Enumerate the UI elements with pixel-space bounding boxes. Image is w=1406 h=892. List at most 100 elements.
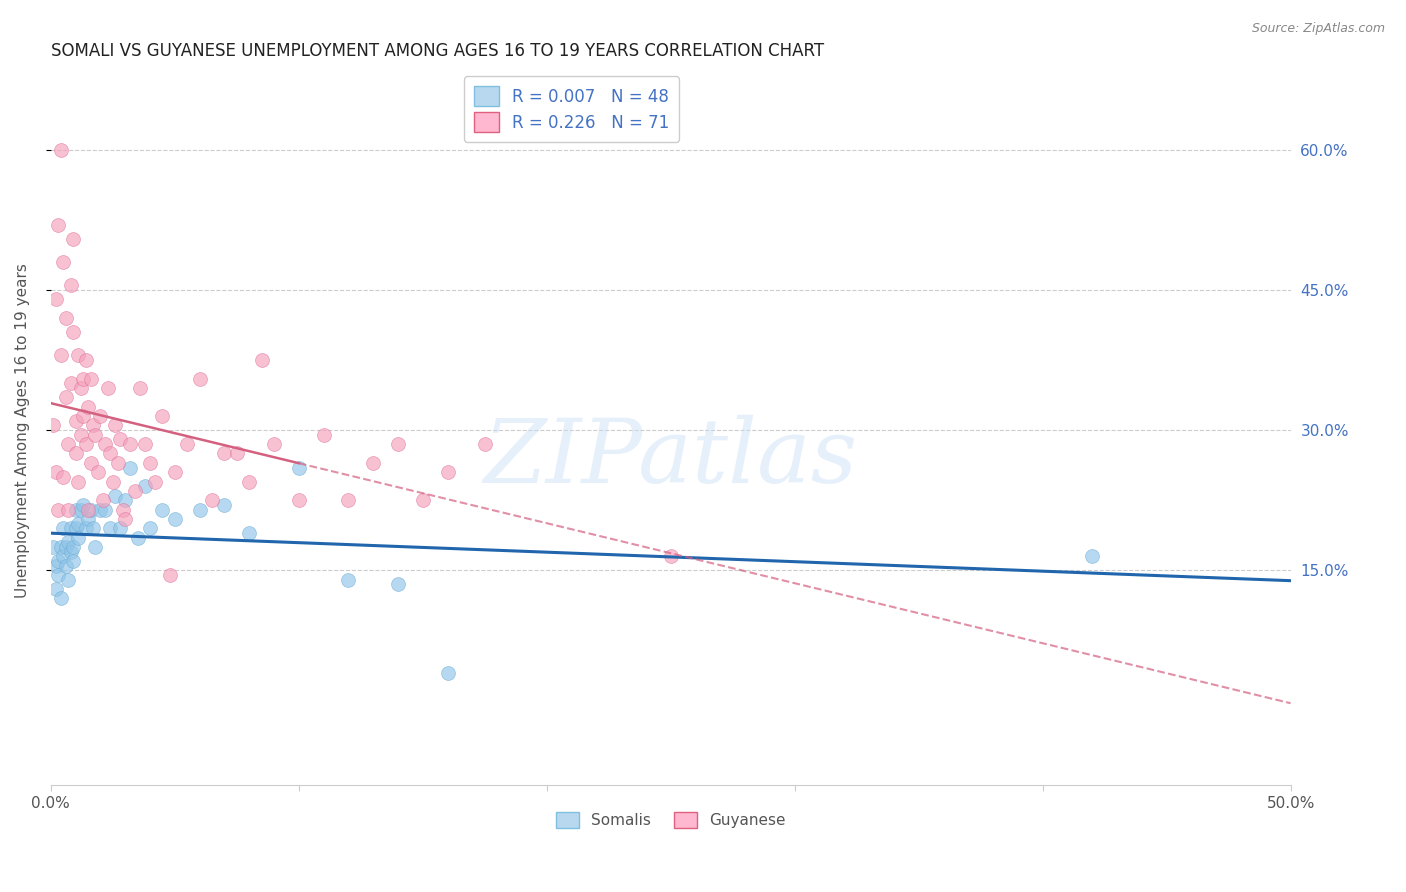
Point: [42, 540, 65, 554]
Point: [56, 437, 79, 451]
Point: [91, 493, 114, 508]
Point: [89, 502, 111, 516]
Point: [55, 558, 77, 573]
Point: [72, 409, 94, 424]
Point: [288, 493, 311, 508]
Point: [45, 558, 67, 573]
Point: [312, 427, 335, 442]
Point: [176, 437, 198, 451]
Point: [52, 470, 75, 484]
Point: [104, 489, 127, 503]
Point: [59, 376, 82, 391]
Point: [55, 540, 77, 554]
Point: [114, 512, 136, 526]
Point: [62, 540, 84, 554]
Point: [67, 531, 90, 545]
Point: [659, 549, 682, 564]
Point: [124, 483, 146, 498]
Point: [98, 521, 121, 535]
Point: [82, 418, 104, 433]
Point: [59, 544, 82, 558]
Point: [59, 521, 82, 535]
Point: [188, 502, 211, 516]
Point: [129, 381, 152, 395]
Point: [387, 577, 409, 591]
Point: [55, 311, 77, 326]
Point: [77, 512, 100, 526]
Point: [67, 516, 90, 531]
Text: ZIPatlas: ZIPatlas: [484, 415, 858, 502]
Point: [94, 437, 117, 451]
Point: [159, 568, 181, 582]
Point: [288, 460, 311, 475]
Point: [56, 535, 79, 549]
Point: [72, 498, 94, 512]
Point: [45, 465, 67, 479]
Point: [98, 446, 121, 460]
Point: [59, 278, 82, 293]
Point: [139, 521, 162, 535]
Point: [89, 409, 111, 424]
Point: [62, 554, 84, 568]
Point: [263, 437, 285, 451]
Point: [52, 521, 75, 535]
Point: [69, 381, 91, 395]
Point: [474, 437, 496, 451]
Point: [75, 521, 97, 535]
Point: [225, 446, 247, 460]
Point: [42, 418, 65, 433]
Point: [84, 427, 107, 442]
Point: [163, 512, 186, 526]
Point: [79, 502, 101, 516]
Point: [337, 573, 360, 587]
Point: [65, 521, 87, 535]
Point: [104, 418, 127, 433]
Point: [52, 549, 75, 564]
Point: [56, 502, 79, 516]
Point: [84, 540, 107, 554]
Point: [1081, 549, 1104, 564]
Point: [46, 568, 69, 582]
Point: [238, 525, 260, 540]
Point: [65, 414, 87, 428]
Point: [45, 293, 67, 307]
Point: [127, 531, 149, 545]
Legend: Somalis, Guyanese: Somalis, Guyanese: [550, 806, 792, 834]
Point: [52, 255, 75, 269]
Point: [412, 493, 434, 508]
Point: [82, 521, 104, 535]
Point: [152, 502, 174, 516]
Point: [87, 465, 110, 479]
Point: [77, 502, 100, 516]
Point: [56, 573, 79, 587]
Point: [49, 348, 72, 362]
Point: [75, 437, 97, 451]
Point: [387, 437, 409, 451]
Point: [65, 446, 87, 460]
Point: [67, 475, 90, 489]
Point: [69, 502, 91, 516]
Point: [134, 437, 156, 451]
Point: [250, 353, 273, 368]
Point: [65, 502, 87, 516]
Point: [101, 475, 124, 489]
Y-axis label: Unemployment Among Ages 16 to 19 years: Unemployment Among Ages 16 to 19 years: [15, 263, 30, 598]
Point: [110, 433, 132, 447]
Point: [79, 456, 101, 470]
Point: [120, 437, 142, 451]
Point: [94, 502, 117, 516]
Point: [55, 391, 77, 405]
Point: [77, 400, 100, 414]
Point: [201, 493, 224, 508]
Point: [436, 665, 458, 680]
Point: [69, 427, 91, 442]
Point: [143, 475, 166, 489]
Point: [49, 143, 72, 157]
Point: [49, 591, 72, 606]
Text: SOMALI VS GUYANESE UNEMPLOYMENT AMONG AGES 16 TO 19 YEARS CORRELATION CHART: SOMALI VS GUYANESE UNEMPLOYMENT AMONG AG…: [51, 42, 824, 60]
Point: [46, 554, 69, 568]
Point: [79, 372, 101, 386]
Point: [46, 502, 69, 516]
Point: [120, 460, 142, 475]
Point: [188, 372, 211, 386]
